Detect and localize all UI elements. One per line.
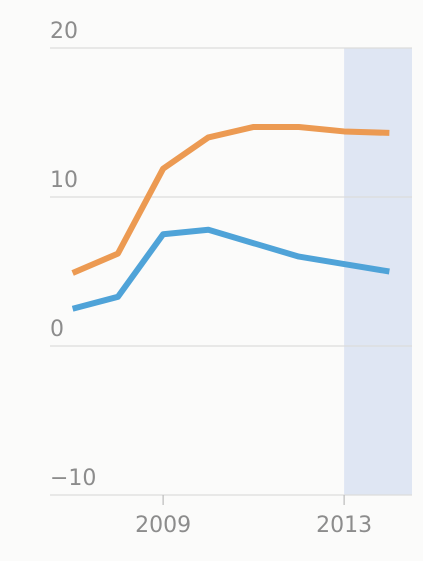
y-tick-label: −10 xyxy=(50,466,96,491)
x-tick-label: 2009 xyxy=(135,513,191,538)
y-tick-label: 10 xyxy=(50,168,78,193)
y-tick-label: 20 xyxy=(50,19,78,44)
series-line xyxy=(71,123,390,276)
series-line xyxy=(71,226,390,312)
y-tick-label: 0 xyxy=(50,317,64,342)
x-tick-label: 2013 xyxy=(316,513,372,538)
